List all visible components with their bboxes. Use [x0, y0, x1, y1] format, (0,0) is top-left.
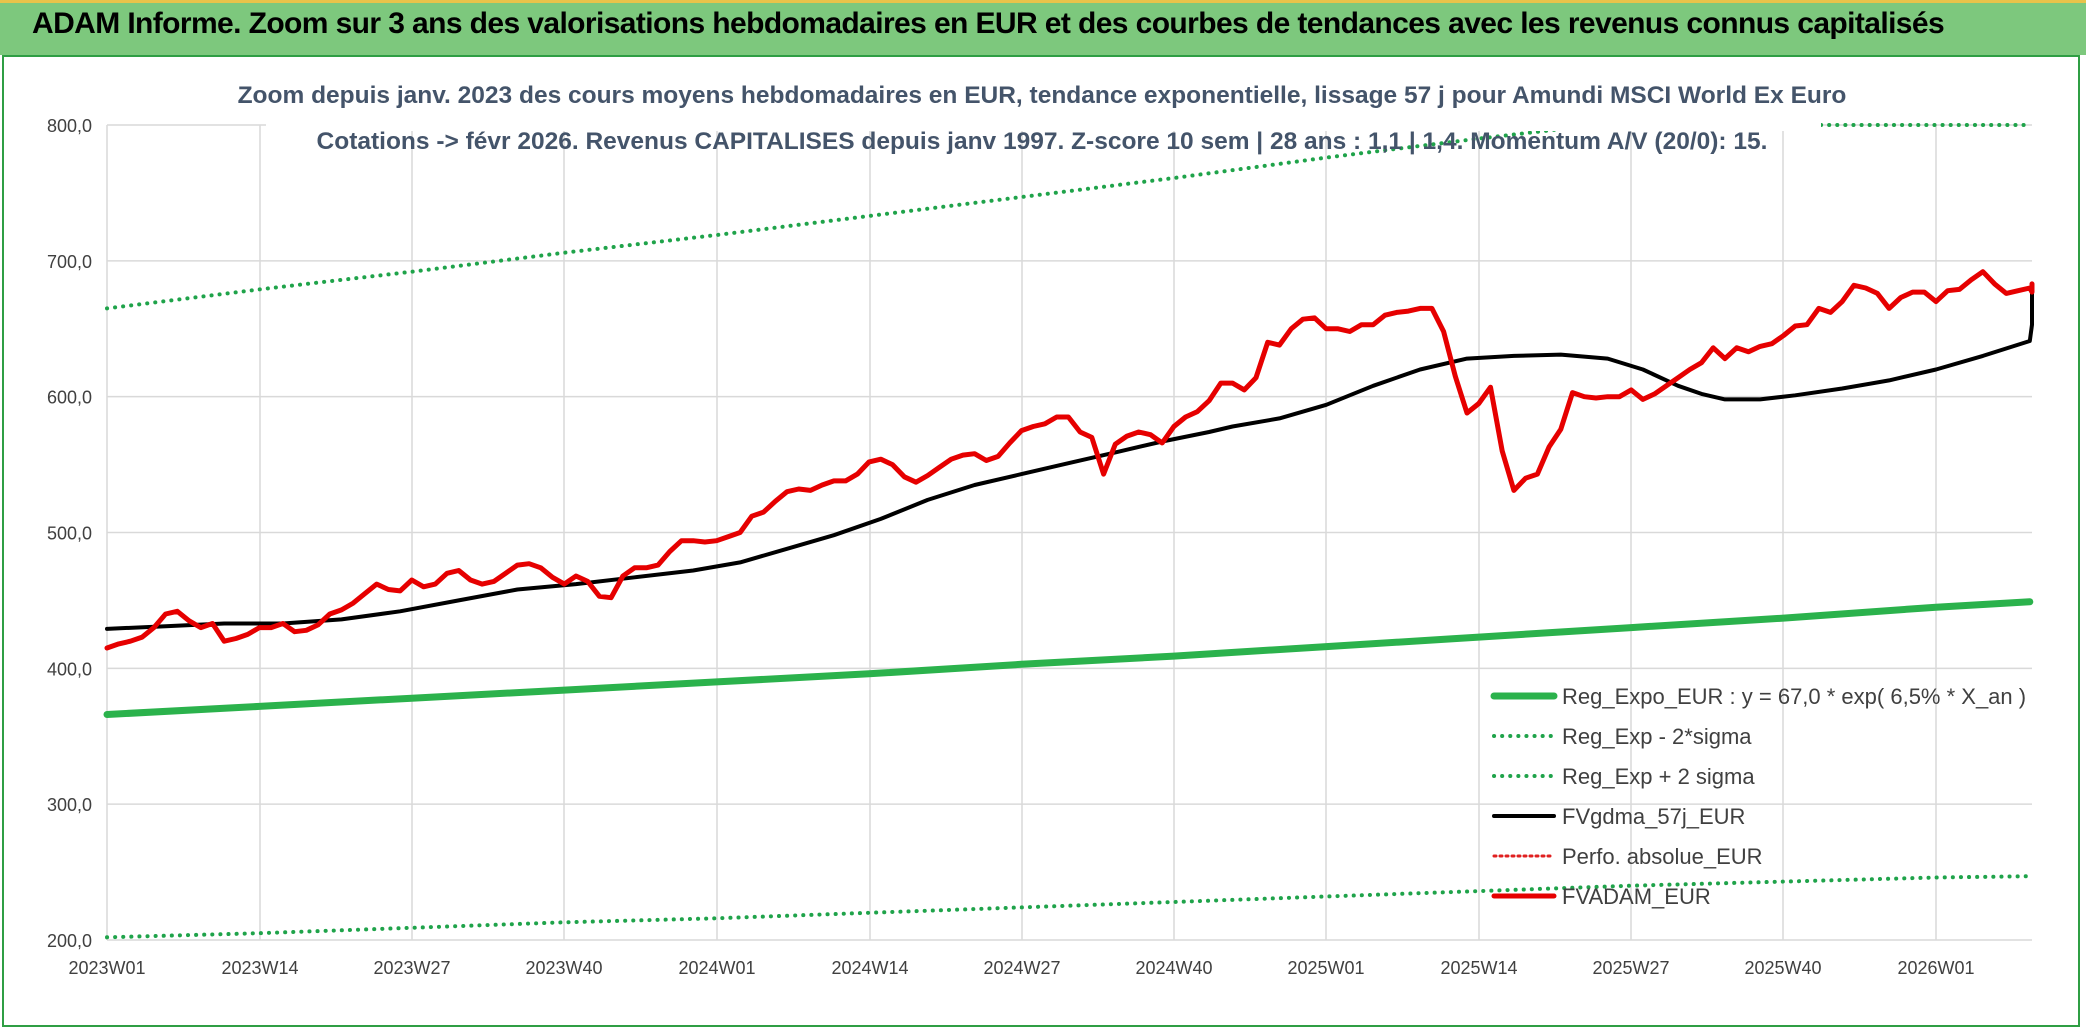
x-tick-label: 2026W01: [1897, 958, 1974, 978]
title-backdrop: [266, 61, 1821, 131]
x-tick-label: 2024W40: [1135, 958, 1212, 978]
x-tick-label: 2025W40: [1744, 958, 1821, 978]
legend-label-upper-sigma-line: Reg_Exp + 2 sigma: [1562, 764, 1755, 789]
moving-average-line: [105, 288, 2034, 631]
series-group: [103, 123, 2035, 940]
x-tick-label: 2024W14: [831, 958, 908, 978]
legend-label-price-line: FVADAM_EUR: [1562, 884, 1711, 909]
report-banner: ADAM Informe. Zoom sur 3 ans des valoris…: [0, 0, 2086, 55]
lower-sigma-line: [105, 874, 2032, 940]
x-tick-label: 2023W01: [68, 958, 145, 978]
x-tick-label: 2025W01: [1287, 958, 1364, 978]
y-tick-label: 600,0: [47, 388, 92, 408]
chart-title-group: Zoom depuis janv. 2023 des cours moyens …: [238, 61, 1847, 155]
price-line: [104, 269, 2035, 651]
y-tick-label: 500,0: [47, 524, 92, 544]
y-tick-label: 800,0: [47, 116, 92, 136]
legend-label-lower-sigma-line: Reg_Exp - 2*sigma: [1562, 724, 1752, 749]
x-tick-label: 2025W27: [1592, 958, 1669, 978]
axes: 200,0 300,0 400,0 500,0 600,0 700,0 800,0 2023W…: [47, 116, 1975, 978]
legend-label-perf-absolue-line: Perfo. absolue_EUR: [1562, 844, 1763, 869]
y-tick-label: 400,0: [47, 659, 92, 679]
x-tick-label: 2025W14: [1440, 958, 1517, 978]
legend: Reg_Expo_EUR : y = 67,0 * exp( 6,5% * X_…: [1490, 684, 2026, 909]
x-tick-label: 2023W14: [221, 958, 298, 978]
chart-title-line-1: Zoom depuis janv. 2023 des cours moyens …: [238, 82, 1847, 109]
legend-label-moving-average-line: FVgdma_57j_EUR: [1562, 804, 1745, 829]
report-title: ADAM Informe. Zoom sur 3 ans des valoris…: [32, 7, 1945, 40]
y-tick-label: 700,0: [47, 252, 92, 272]
legend-label-regression-line: Reg_Expo_EUR : y = 67,0 * exp( 6,5% * X_…: [1562, 684, 2026, 709]
regression-line: [103, 598, 2034, 718]
x-tick-label: 2024W27: [983, 958, 1060, 978]
x-tick-label: 2023W40: [525, 958, 602, 978]
chart-frame: 200,0 300,0 400,0 500,0 600,0 700,0 800,0 2023W…: [2, 55, 2080, 1027]
y-tick-label: 200,0: [47, 931, 92, 951]
chart-title-line-2: Cotations -> févr 2026. Revenus CAPITALI…: [317, 128, 1768, 155]
x-tick-label: 2023W27: [373, 958, 450, 978]
gridlines: [106, 124, 2032, 941]
upper-sigma-line: [105, 123, 2032, 311]
y-tick-label: 300,0: [47, 795, 92, 815]
x-tick-label: 2024W01: [678, 958, 755, 978]
line-chart: 200,0 300,0 400,0 500,0 600,0 700,0 800,0 2023W…: [47, 61, 2035, 978]
